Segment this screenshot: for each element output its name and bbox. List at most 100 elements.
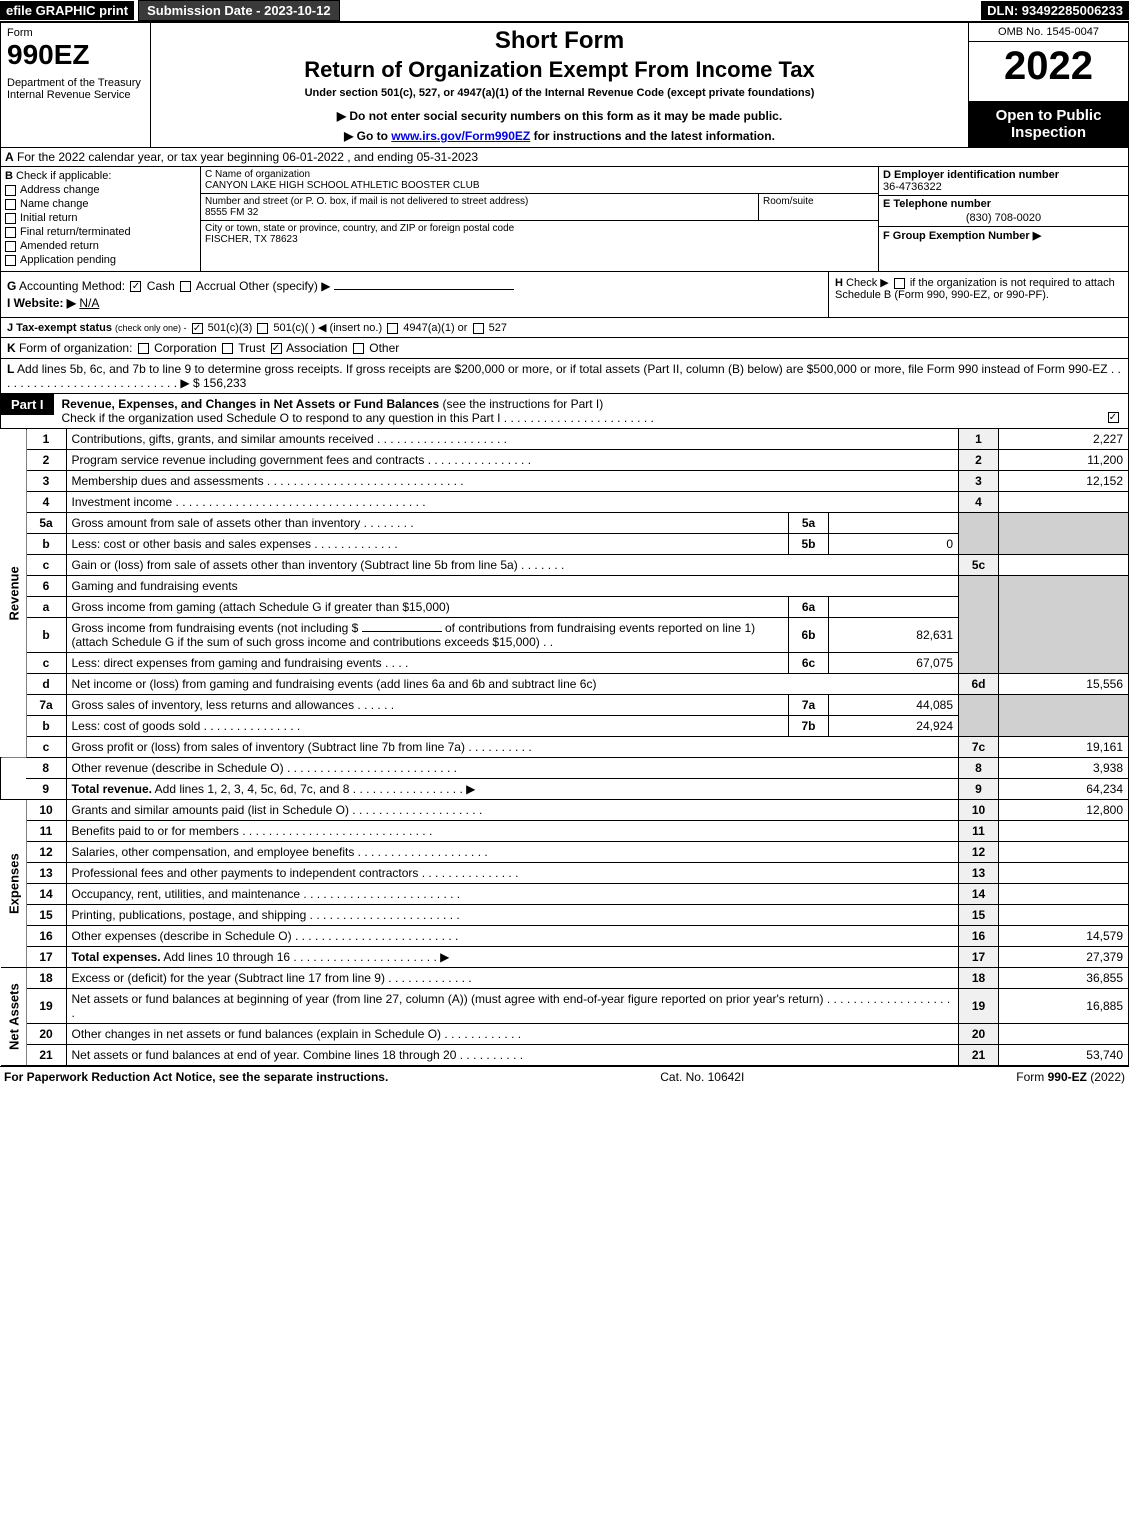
line-desc: Other changes in net assets or fund bala…: [72, 1027, 442, 1041]
website-value: N/A: [79, 296, 99, 310]
line-num: 1: [26, 429, 66, 450]
table-row: d Net income or (loss) from gaming and f…: [1, 674, 1129, 695]
section-g-label: G: [7, 279, 16, 293]
line-num: b: [26, 618, 66, 653]
arrow-icon: ▶: [466, 782, 475, 796]
sub-num: 6c: [789, 653, 829, 674]
line-value: 14,579: [999, 926, 1129, 947]
chk-cash[interactable]: [130, 281, 141, 292]
table-row: 14 Occupancy, rent, utilities, and maint…: [1, 884, 1129, 905]
line-num: b: [26, 716, 66, 737]
accounting-method-label: Accounting Method:: [19, 279, 125, 293]
telephone-value: (830) 708-0020: [883, 212, 1124, 224]
c-city-label: City or town, state or province, country…: [205, 223, 874, 234]
line-ref: 21: [959, 1045, 999, 1066]
chk-application-pending[interactable]: Application pending: [5, 254, 196, 266]
chk-address-change[interactable]: Address change: [5, 184, 196, 196]
chk-association[interactable]: [271, 343, 282, 354]
line-desc: Program service revenue including govern…: [72, 453, 425, 467]
other-specify-input[interactable]: [334, 289, 514, 290]
table-row: 8 Other revenue (describe in Schedule O)…: [1, 758, 1129, 779]
chk-name-change[interactable]: Name change: [5, 198, 196, 210]
table-row: 16 Other expenses (describe in Schedule …: [1, 926, 1129, 947]
line-desc: Add lines 1, 2, 3, 4, 5c, 6d, 7c, and 8: [155, 782, 350, 796]
chk-527[interactable]: [473, 323, 484, 334]
omb-number: OMB No. 1545-0047: [969, 23, 1128, 42]
sub-value: 0: [829, 534, 959, 555]
footer-right-prefix: Form: [1016, 1070, 1047, 1084]
c-name-label: C Name of organization: [205, 169, 874, 180]
line-ref: 17: [959, 947, 999, 968]
chk-501c3[interactable]: [192, 323, 203, 334]
checkbox-icon: [5, 241, 16, 252]
line-num: 11: [26, 821, 66, 842]
table-row: Expenses 10 Grants and similar amounts p…: [1, 800, 1129, 821]
checkbox-icon: [5, 199, 16, 210]
line-value: 3,938: [999, 758, 1129, 779]
table-row: 3 Membership dues and assessments . . . …: [1, 471, 1129, 492]
chk-501c[interactable]: [257, 323, 268, 334]
line-value: 11,200: [999, 450, 1129, 471]
contributions-blank: [362, 631, 442, 632]
chk-corporation[interactable]: [138, 343, 149, 354]
line-ref: 11: [959, 821, 999, 842]
chk-accrual[interactable]: [180, 281, 191, 292]
table-row: 7a Gross sales of inventory, less return…: [1, 695, 1129, 716]
chk-label: Name change: [20, 198, 89, 210]
line-desc: Gross profit or (loss) from sales of inv…: [72, 740, 465, 754]
chk-schedule-o[interactable]: [1108, 412, 1119, 423]
line-num: b: [26, 534, 66, 555]
chk-amended-return[interactable]: Amended return: [5, 240, 196, 252]
table-row: 21 Net assets or fund balances at end of…: [1, 1045, 1129, 1066]
table-row: 19 Net assets or fund balances at beginn…: [1, 989, 1129, 1024]
table-row: 15 Printing, publications, postage, and …: [1, 905, 1129, 926]
spacer-cell: [1, 758, 27, 800]
line-num: 14: [26, 884, 66, 905]
checkbox-icon: [5, 213, 16, 224]
other-label: Other (specify) ▶: [239, 279, 330, 293]
line-value: 15,556: [999, 674, 1129, 695]
chk-4947[interactable]: [387, 323, 398, 334]
section-h-label: H: [835, 277, 843, 289]
c-street-label: Number and street (or P. O. box, if mail…: [205, 196, 754, 207]
line-desc: Net assets or fund balances at end of ye…: [72, 1048, 457, 1062]
line-num: 8: [26, 758, 66, 779]
section-j-label: J Tax-exempt status: [7, 322, 112, 334]
part1-title-bold: Revenue, Expenses, and Changes in Net As…: [62, 397, 440, 411]
section-b-label: B: [5, 170, 13, 182]
sub-value: 24,924: [829, 716, 959, 737]
form-number: 990EZ: [7, 41, 144, 69]
section-c: C Name of organization CANYON LAKE HIGH …: [201, 167, 878, 271]
line-desc: Less: direct expenses from gaming and fu…: [72, 656, 382, 670]
row-a-tax-year: A For the 2022 calendar year, or tax yea…: [0, 148, 1129, 167]
tax-year: 2022: [969, 42, 1128, 90]
section-ghi: G Accounting Method: Cash Accrual Other …: [0, 272, 1129, 318]
line-num: 5a: [26, 513, 66, 534]
line-ref: 12: [959, 842, 999, 863]
chk-final-return[interactable]: Final return/terminated: [5, 226, 196, 238]
line-desc: Grants and similar amounts paid (list in…: [72, 803, 349, 817]
chk-initial-return[interactable]: Initial return: [5, 212, 196, 224]
section-f-label: F Group Exemption Number ▶: [883, 230, 1041, 242]
table-row: 20 Other changes in net assets or fund b…: [1, 1024, 1129, 1045]
line-value: 16,885: [999, 989, 1129, 1024]
chk-label: Amended return: [20, 240, 99, 252]
line-desc: Net income or (loss) from gaming and fun…: [72, 677, 597, 691]
section-l-arrow: ▶ $: [180, 376, 199, 390]
section-b-title: Check if applicable:: [16, 170, 111, 182]
chk-trust[interactable]: [222, 343, 233, 354]
efile-print-label[interactable]: efile GRAPHIC print: [0, 1, 134, 20]
section-i-label: I Website: ▶: [7, 296, 76, 310]
chk-not-required[interactable]: [894, 278, 905, 289]
line-num: 13: [26, 863, 66, 884]
line-num: 7a: [26, 695, 66, 716]
chk-other-org[interactable]: [353, 343, 364, 354]
chk-label: Initial return: [20, 212, 77, 224]
line-value: 2,227: [999, 429, 1129, 450]
line-desc: Investment income: [72, 495, 173, 509]
dln-number: DLN: 93492285006233: [981, 1, 1129, 20]
irs-link[interactable]: www.irs.gov/Form990EZ: [391, 129, 530, 143]
line-ref: 8: [959, 758, 999, 779]
return-title: Return of Organization Exempt From Incom…: [155, 57, 964, 83]
line-ref: 3: [959, 471, 999, 492]
